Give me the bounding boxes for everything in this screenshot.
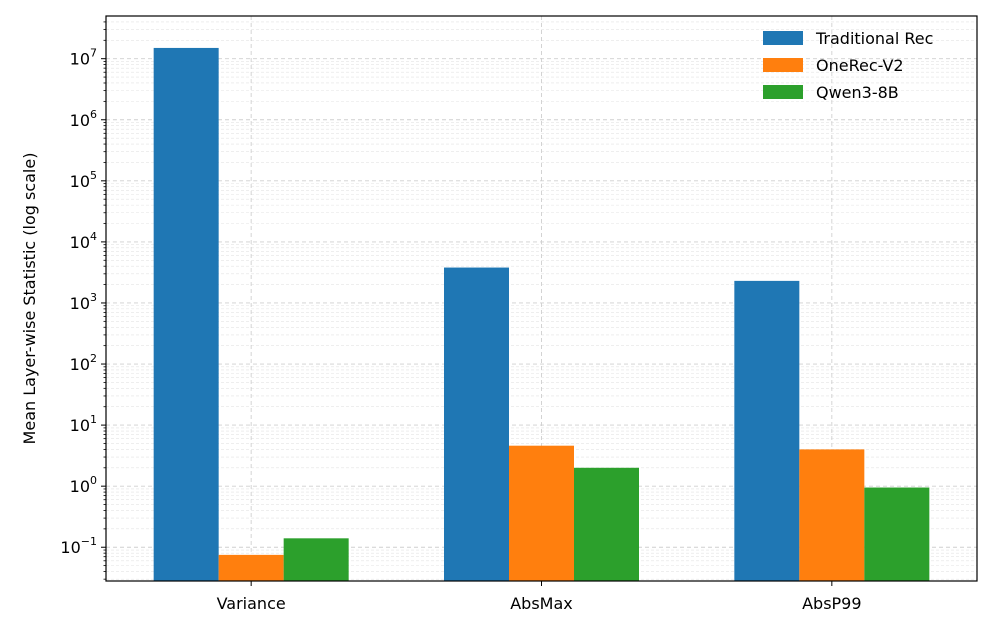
bar-qwen3-8b-variance — [283, 538, 349, 581]
y-tick-label: 101 — [70, 413, 97, 435]
bar-qwen3-8b-absp99 — [864, 487, 930, 581]
bar-traditional-rec-absp99 — [734, 280, 800, 581]
bar-onerec-v2-absp99 — [799, 449, 865, 581]
y-axis: 10−1 100 101 102 103 104 105 106 107 — [60, 21, 106, 580]
x-tick-label: Variance — [217, 594, 286, 613]
x-axis: Variance AbsMax AbsP99 — [217, 581, 862, 613]
bars-layer — [153, 47, 930, 581]
y-tick-label: 106 — [70, 108, 97, 130]
y-tick-label: 102 — [70, 352, 97, 374]
y-tick-label: 10−1 — [60, 535, 97, 557]
y-axis-label: Mean Layer-wise Statistic (log scale) — [20, 153, 39, 445]
y-tick-label: 103 — [70, 291, 97, 313]
x-tick-label: AbsMax — [510, 594, 573, 613]
legend-label: OneRec-V2 — [816, 56, 904, 75]
bar-traditional-rec-absmax — [444, 267, 509, 581]
y-tick-label: 105 — [70, 169, 97, 191]
legend-label: Traditional Rec — [815, 29, 933, 48]
bar-onerec-v2-absmax — [509, 445, 574, 581]
bar-onerec-v2-variance — [218, 554, 284, 581]
y-tick-label: 107 — [70, 47, 97, 69]
legend-swatch — [763, 31, 803, 45]
y-tick-label: 100 — [70, 474, 97, 496]
legend-label: Qwen3-8B — [816, 83, 899, 102]
legend-swatch — [763, 58, 803, 72]
legend: Traditional Rec OneRec-V2 Qwen3-8B — [763, 29, 933, 102]
legend-swatch — [763, 85, 803, 99]
bar-traditional-rec-variance — [153, 47, 219, 581]
y-tick-label: 104 — [70, 230, 97, 252]
x-tick-label: AbsP99 — [802, 594, 861, 613]
bar-qwen3-8b-absmax — [574, 467, 639, 581]
